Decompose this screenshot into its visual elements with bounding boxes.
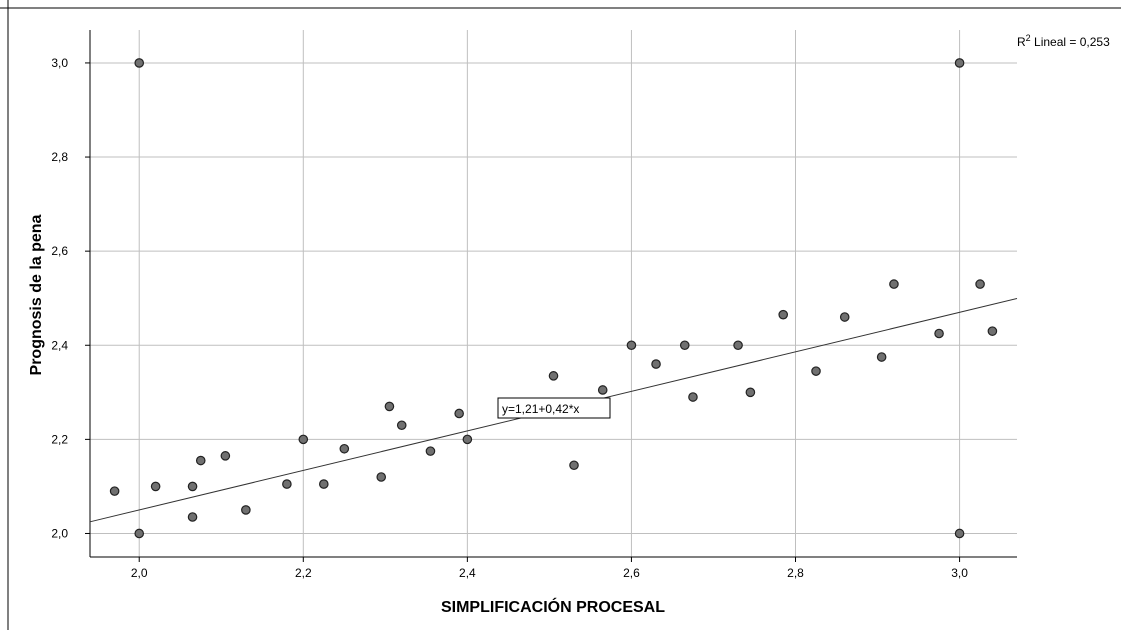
r-squared-value: Lineal = 0,253 bbox=[1031, 35, 1110, 49]
data-point bbox=[975, 279, 985, 289]
grid bbox=[90, 30, 1017, 557]
x-tick-label: 3,0 bbox=[951, 566, 968, 580]
data-points bbox=[109, 58, 998, 539]
data-point bbox=[811, 366, 821, 376]
data-point bbox=[876, 352, 887, 362]
data-point bbox=[462, 434, 473, 445]
x-axis-title: SIMPLIFICACIÓN PROCESAL bbox=[441, 597, 665, 616]
x-tick-label: 2,6 bbox=[623, 566, 640, 580]
data-point bbox=[454, 408, 464, 419]
data-point bbox=[319, 479, 329, 489]
r-squared-sup: 2 bbox=[1026, 33, 1031, 43]
data-point bbox=[688, 392, 698, 402]
data-point bbox=[425, 446, 436, 456]
x-tick-label: 2,0 bbox=[131, 566, 148, 580]
data-point bbox=[548, 371, 559, 381]
r-squared-r: R bbox=[1017, 35, 1026, 49]
x-tick-label: 2,2 bbox=[295, 566, 312, 580]
fit-equation-box: y=1,21+0,42*x bbox=[497, 397, 611, 419]
data-point bbox=[954, 58, 965, 68]
y-tick-label: 2,0 bbox=[51, 526, 68, 540]
data-point bbox=[569, 460, 579, 471]
data-point bbox=[150, 481, 161, 492]
data-point bbox=[282, 479, 292, 489]
y-axis-title: Prognosis de la pena bbox=[28, 214, 45, 375]
data-point bbox=[626, 340, 637, 351]
y-tick-label: 2,2 bbox=[51, 432, 68, 446]
axes bbox=[85, 30, 1017, 562]
x-tick-label: 2,4 bbox=[459, 566, 476, 580]
data-point bbox=[339, 443, 350, 454]
data-point bbox=[679, 340, 690, 351]
x-tick-label: 2,8 bbox=[787, 566, 804, 580]
y-tick-label: 2,6 bbox=[51, 244, 68, 258]
data-point bbox=[733, 340, 743, 351]
data-point bbox=[778, 309, 788, 320]
data-point bbox=[187, 481, 198, 492]
y-tick-label: 3,0 bbox=[51, 56, 68, 70]
data-point bbox=[987, 326, 998, 336]
data-point bbox=[134, 58, 145, 68]
tick-labels: 2,0 2,2 2,4 2,6 2,8 3,0 2,0 2,2 2,4 2,6 2,8 3,0 bbox=[51, 56, 968, 580]
data-point bbox=[195, 455, 206, 466]
data-point bbox=[109, 486, 120, 496]
y-tick-label: 2,8 bbox=[51, 150, 68, 164]
data-point bbox=[376, 472, 387, 482]
r-squared-label: R2 Lineal = 0,253 bbox=[1017, 33, 1110, 49]
data-point bbox=[745, 387, 756, 398]
data-point bbox=[839, 312, 850, 322]
data-point bbox=[134, 528, 145, 539]
data-point bbox=[220, 451, 231, 461]
data-point bbox=[651, 359, 661, 369]
data-point bbox=[889, 279, 899, 289]
data-point bbox=[298, 434, 309, 445]
data-point bbox=[241, 505, 251, 515]
data-point bbox=[934, 328, 944, 339]
fit-equation-label: y=1,21+0,42*x bbox=[502, 402, 579, 416]
data-point bbox=[384, 401, 395, 412]
data-point bbox=[954, 528, 965, 539]
data-point bbox=[187, 512, 198, 522]
fit-equation-frame bbox=[497, 397, 611, 419]
data-point bbox=[396, 420, 407, 431]
data-point bbox=[597, 385, 608, 395]
y-tick-label: 2,4 bbox=[51, 338, 68, 352]
